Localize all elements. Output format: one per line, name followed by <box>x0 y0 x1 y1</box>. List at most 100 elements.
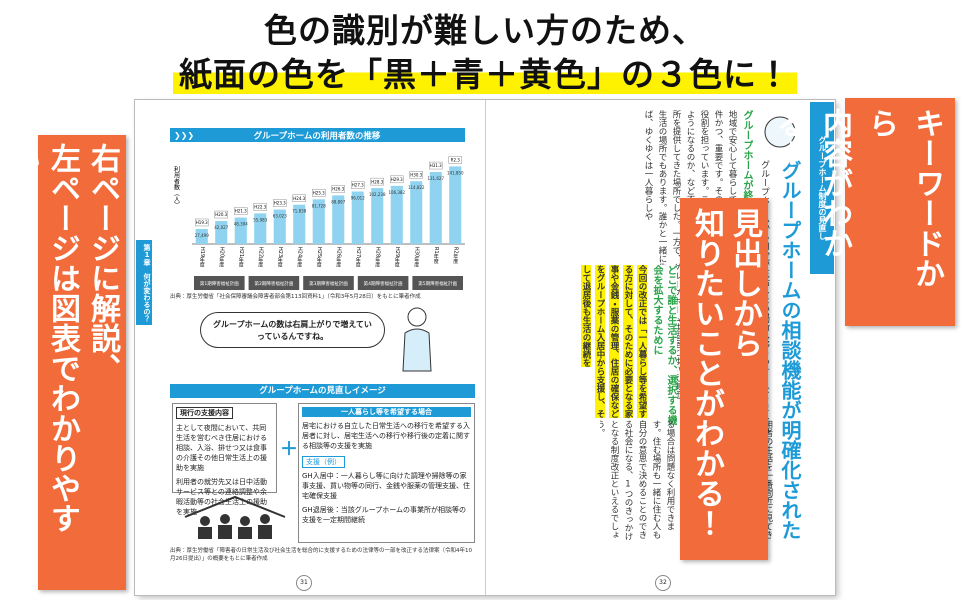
x-tick-label: H21年度 <box>238 247 244 269</box>
plus-sign: ＋ <box>280 439 298 460</box>
top-label-box <box>448 156 462 164</box>
bar <box>390 185 403 244</box>
sub-heading-2: どこで誰と生活するか、選択する機会を拡大するために <box>651 265 676 425</box>
section2-title: グループホームの見直しイメージ <box>170 384 475 398</box>
keyword-tab: グループホーム制度の見直し <box>810 102 834 274</box>
current-item: 主として夜間において、共同生活を営むべき住居における相談、入浴、排せつ又は食事の… <box>176 424 267 472</box>
callout-line: 内容がわかる！ <box>771 108 852 258</box>
callout-line: 知りたいことがわかる！ <box>689 208 724 538</box>
headline-2-text: 紙面の色を「黒＋青＋黄色」の３色に！ <box>173 55 797 94</box>
top-label: R2.3 <box>451 158 461 163</box>
top-label: H29.3 <box>391 177 403 182</box>
current-box: 現行の支援内容 主として夜間において、共同生活を営むべき住居における相談、入浴、… <box>172 403 277 516</box>
value-label: 48,394 <box>234 222 248 227</box>
callout-top-right: キーワードから 内容がわかる！ <box>771 98 955 326</box>
new-text: 居宅における自立した日常生活への移行を希望する入居者に対し、居宅生活への移行や移… <box>302 422 470 450</box>
x-tick-label: H23年度 <box>277 247 283 269</box>
x-tick-label: H24年度 <box>296 247 302 269</box>
section2-source: 出典：厚生労働省「障害者の日常生活及び社会生活を総合的に支援するための法律等の一… <box>170 548 473 562</box>
head <box>407 307 427 327</box>
top-label-box <box>234 207 248 215</box>
top-label-box <box>273 199 287 207</box>
top-label-box <box>312 189 326 197</box>
right-heading: グループホームの相談機能が明確化された <box>778 160 802 540</box>
value-label: 81,728 <box>312 203 326 208</box>
x-tick-label: R2年度 <box>452 247 458 265</box>
bar <box>234 217 247 244</box>
top-label-box <box>253 203 267 211</box>
top-label-box <box>370 177 384 186</box>
callout-line: 右ページに解説、 <box>85 143 120 383</box>
x-tick-label: H19年度 <box>199 247 205 269</box>
period-box <box>357 276 409 290</box>
x-tick-label: H28年度 <box>374 247 380 269</box>
bar <box>293 204 306 244</box>
icon-person <box>764 116 796 148</box>
value-label: 114,822 <box>408 185 425 190</box>
paragraph: 今回の改正では「一人暮らし等を希望する方に対して、そのために必要となる家事や金銭… <box>579 265 649 425</box>
period-box <box>412 276 463 290</box>
top-label: H27.3 <box>352 183 364 188</box>
x-tick-label: H22年度 <box>257 247 263 269</box>
speech-bubble: グループホームの数は右肩上がりで増えていっているんですね。 <box>200 312 385 348</box>
period-label: 第3期障害福祉計画 <box>309 280 348 287</box>
value-label: 106,382 <box>388 190 405 195</box>
top-label: H20.3 <box>215 212 227 217</box>
value-label: 71,838 <box>292 209 306 214</box>
top-label: H19.3 <box>196 220 208 225</box>
value-label: 102,238 <box>369 192 386 197</box>
bar <box>429 172 442 244</box>
top-label: H26.3 <box>332 187 344 192</box>
value-label: 141,850 <box>447 170 464 175</box>
x-tick-label: H26年度 <box>335 247 341 269</box>
top-label: H24.3 <box>293 196 305 201</box>
booklet-fold <box>485 100 486 595</box>
page-number: 32 <box>655 575 671 591</box>
example-label: 支援（例） <box>302 456 345 468</box>
new-box: 一人暮らし等を希望する場合 居宅における自立した日常生活への移行を希望する入居者… <box>298 403 475 543</box>
headline-1: 色の識別が難しい方のため、 <box>264 11 706 50</box>
right-mid-text: どこで誰と生活するか、選択する機会を拡大するために 今回の改正では「一人暮らし等… <box>527 265 677 425</box>
bar <box>195 228 208 244</box>
chart: ❯❯❯ グループホームの利用者数の推移 利用者数（人） H19.3 27,499 H… <box>170 128 465 290</box>
top-label: H30.3 <box>410 172 422 177</box>
bar <box>371 188 384 244</box>
bar <box>254 213 267 244</box>
top-label: H28.3 <box>371 179 383 184</box>
chart-title-bar <box>170 128 465 142</box>
top-label-box <box>390 175 404 184</box>
top-label-box <box>195 218 209 227</box>
chart-source: 出典：厚生労働省「社会保障審議会障害者部会第113回資料1」（令和3年5月28日… <box>170 294 421 300</box>
example-2: GH退居後：当該グループホームの事業所が相談等の支援を一定期間継続 <box>302 506 467 524</box>
new-label: 一人暮らし等を希望する場合 <box>302 407 471 417</box>
bar <box>410 181 423 244</box>
people <box>198 514 272 539</box>
period-label: 第1期障害福祉計画 <box>200 280 239 287</box>
house-illustration <box>184 495 286 539</box>
chart-arrows: ❯❯❯ <box>174 131 194 140</box>
highlight-text: 今回の改正では「一人暮らし等を希望する方に対して、そのために必要となる家事や金銭… <box>581 265 647 418</box>
period-label: 第5期障害福祉計画 <box>418 280 457 287</box>
callout-line: 左ページは図表でわかりやすい！ <box>5 143 80 533</box>
bar <box>351 191 364 244</box>
roof <box>184 495 286 518</box>
top-label-box <box>429 161 443 170</box>
period-box <box>194 276 245 290</box>
chart-title: グループホームの利用者数の推移 <box>254 131 381 142</box>
top-label: H31.3 <box>430 163 442 168</box>
x-tick-label: H20年度 <box>218 247 224 269</box>
top-label: H23.3 <box>274 201 286 206</box>
x-tick-label: H25年度 <box>316 247 322 269</box>
headline-2: 紙面の色を「黒＋青＋黄色」の３色に！ <box>0 48 970 96</box>
value-label: 63,023 <box>273 214 287 219</box>
x-tick-label: H27年度 <box>355 247 361 269</box>
top-label: H21.3 <box>235 209 247 214</box>
bar <box>332 195 345 244</box>
bar <box>449 166 462 244</box>
top-label-box <box>214 210 228 219</box>
callout-middle: 見出しから 知りたいことがわかる！ <box>680 198 768 560</box>
top-label-box <box>351 181 365 189</box>
top-label: H25.3 <box>313 191 325 196</box>
page-number: 31 <box>296 575 312 591</box>
current-label: 現行の支援内容 <box>176 407 233 419</box>
